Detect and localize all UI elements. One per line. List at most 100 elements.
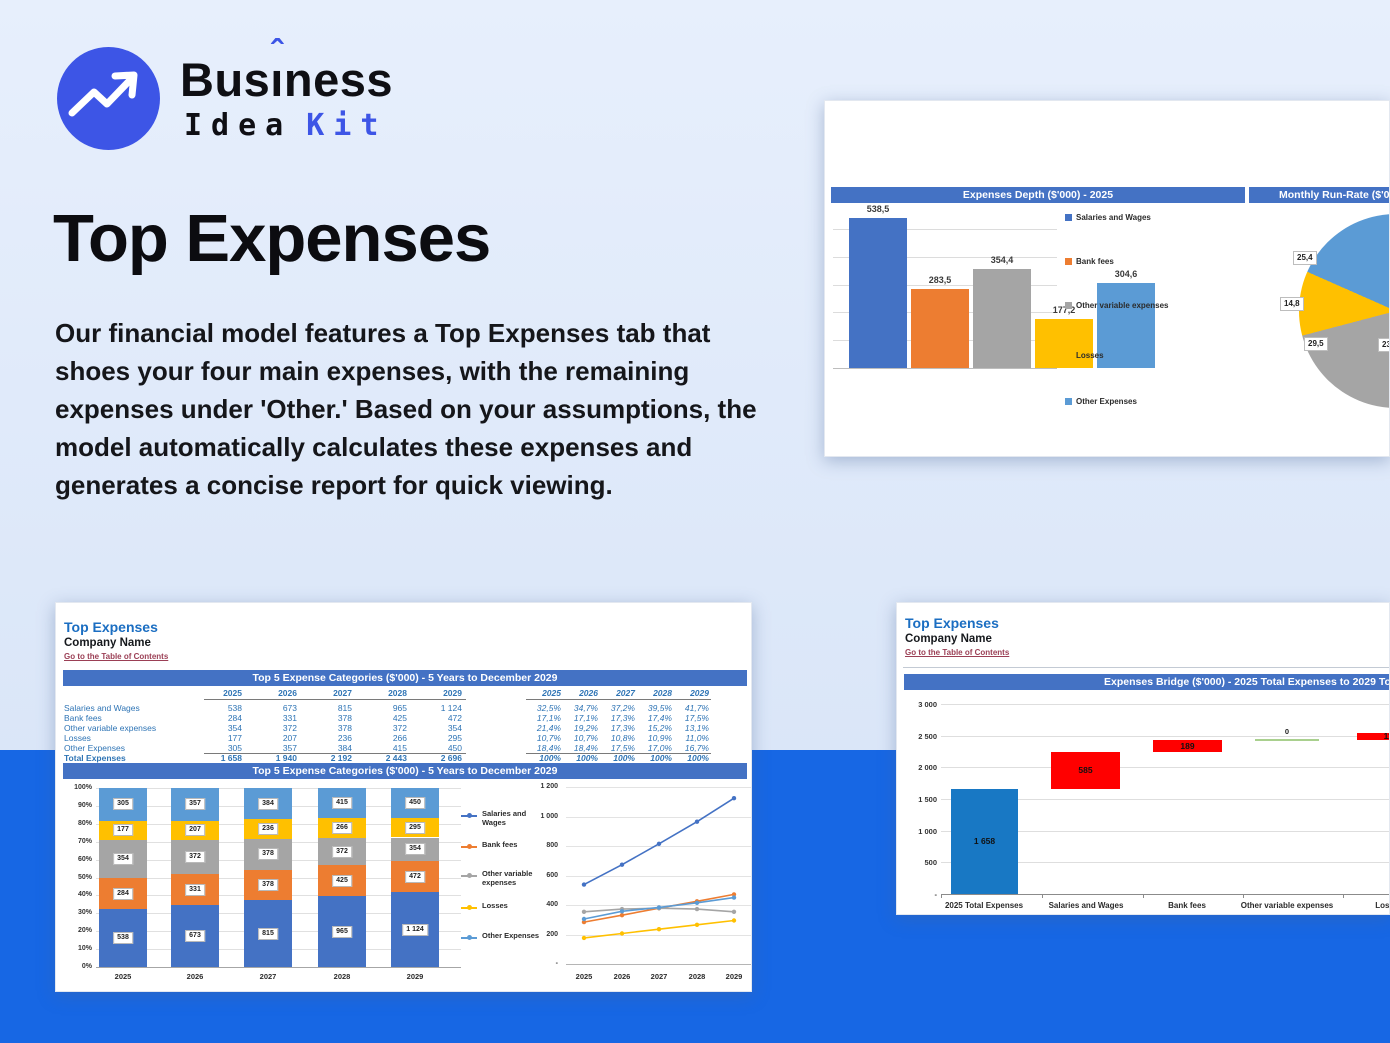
cell-value: 372 [282, 723, 297, 733]
line-xtick: 2025 [575, 972, 593, 981]
stack-value-label: 378 [258, 879, 278, 891]
stack-value-label: 415 [332, 797, 352, 809]
bridge-ytick: 500 [924, 858, 937, 867]
legend-marker [1065, 302, 1072, 309]
cell-value: 673 [282, 703, 297, 713]
bridge-bar-1 [1051, 751, 1120, 789]
years-underline [526, 699, 711, 700]
stacked-gridline [96, 967, 461, 968]
cell-value: 354 [447, 723, 462, 733]
table-of-contents-link[interactable]: Go to the Table of Contents [64, 652, 169, 661]
cell-value: 17,0% [647, 743, 672, 753]
stacked-ytick: 50% [77, 874, 92, 881]
stack-value-label: 284 [113, 888, 133, 900]
year-header: 2027 [616, 688, 635, 698]
legend-marker [1065, 398, 1072, 405]
line-gridline [566, 935, 751, 936]
stack-value-label: 815 [258, 928, 278, 940]
company-name: Company Name [64, 637, 151, 649]
pie-value-label: 23,6 [1378, 338, 1389, 352]
data-point [731, 895, 737, 900]
bridge-xtick: Salaries and Wages [1048, 901, 1124, 910]
data-point [581, 916, 587, 922]
corner-cell [64, 688, 189, 698]
stacked-ytick: 60% [77, 856, 92, 863]
brand-idea: Idea [184, 108, 293, 143]
percent-table: 2025 2026 2027 2028 2029 32,5% 34,7% 37,2% 39,5%… [526, 688, 711, 763]
legend-marker [1065, 258, 1072, 265]
cell-value: 378 [337, 713, 352, 723]
gridline [833, 257, 1057, 258]
cell-value: 32,5% [536, 703, 561, 713]
cell-value: 538 [227, 703, 242, 713]
legend-label: Losses [1076, 351, 1104, 360]
gridline [833, 285, 1057, 286]
line-xtick: 2029 [725, 972, 743, 981]
legend-label: Other Expenses [1076, 397, 1137, 406]
year-header: 2025 [223, 688, 242, 698]
stacked-ytick: 40% [77, 891, 92, 898]
stacked-ytick: 0% [81, 963, 92, 970]
row-label: Bank fees [64, 713, 102, 723]
stacked-ytick: 20% [77, 927, 92, 934]
stacked-ytick: 100% [74, 784, 92, 791]
cell-value: 354 [227, 723, 242, 733]
depth-bar-0 [849, 218, 907, 368]
bridge-ytick: 1 000 [918, 827, 937, 836]
axis-tick [1243, 894, 1244, 898]
total-value: 100% [539, 753, 561, 763]
bridge-ytick: 2 000 [918, 763, 937, 772]
bridge-xtick: Losses [1375, 901, 1390, 910]
stack-value-label: 384 [258, 798, 278, 810]
cell-value: 17,5% [610, 743, 635, 753]
trend-arrow-icon [68, 71, 138, 117]
cell-value: 266 [392, 733, 407, 743]
cell-value: 19,2% [573, 723, 598, 733]
row-label: Losses [64, 733, 91, 743]
legend-marker [1065, 352, 1072, 359]
line-ytick: 400 [546, 901, 558, 908]
divider [903, 667, 1389, 668]
stacked-ytick: 70% [77, 838, 92, 845]
data-point [731, 918, 737, 923]
row-label: Other variable expenses [64, 723, 157, 733]
stacked-ytick: 30% [77, 909, 92, 916]
data-point [731, 909, 737, 914]
data-point [694, 906, 700, 912]
line-gridline [566, 876, 751, 877]
cell-value: 10,9% [647, 733, 672, 743]
bridge-bar-4 [1357, 732, 1389, 740]
year-header: 2026 [278, 688, 297, 698]
legend-label: Bank fees [482, 840, 518, 849]
stack-value-label: 673 [185, 930, 205, 942]
cell-value: 17,3% [610, 713, 635, 723]
pie-value-label: 25,4 [1293, 251, 1317, 265]
cell-value: 815 [337, 703, 352, 713]
brand-ness: ness [283, 53, 393, 106]
table-of-contents-link[interactable]: Go to the Table of Contents [905, 648, 1010, 657]
line-gridline [566, 846, 751, 847]
year-header: 2028 [388, 688, 407, 698]
total-topline [204, 753, 466, 754]
axis-tick [1042, 894, 1043, 898]
cell-value: 472 [447, 713, 462, 723]
stack-value-label: 372 [332, 846, 352, 858]
stack-value-label: 357 [185, 798, 205, 810]
year-header: 2029 [443, 688, 462, 698]
legend-marker [467, 844, 472, 849]
axis-tick [1343, 894, 1344, 898]
stacked-ytick: 90% [77, 802, 92, 809]
cell-value: 17,1% [573, 713, 598, 723]
line-ytick: 800 [546, 842, 558, 849]
cell-value: 21,4% [536, 723, 561, 733]
row-label: Salaries and Wages [64, 703, 140, 713]
cell-value: 16,7% [684, 743, 709, 753]
line-xtick: 2026 [613, 972, 631, 981]
stack-value-label: 331 [185, 884, 205, 896]
cell-value: 17,5% [684, 713, 709, 723]
legend-label: Other variable expenses [482, 869, 533, 887]
line-ytick: 1 000 [540, 813, 558, 820]
depth-bar-3 [1035, 319, 1093, 368]
bridge-gridline [941, 767, 1389, 768]
page-title: Top Expenses [53, 201, 491, 276]
